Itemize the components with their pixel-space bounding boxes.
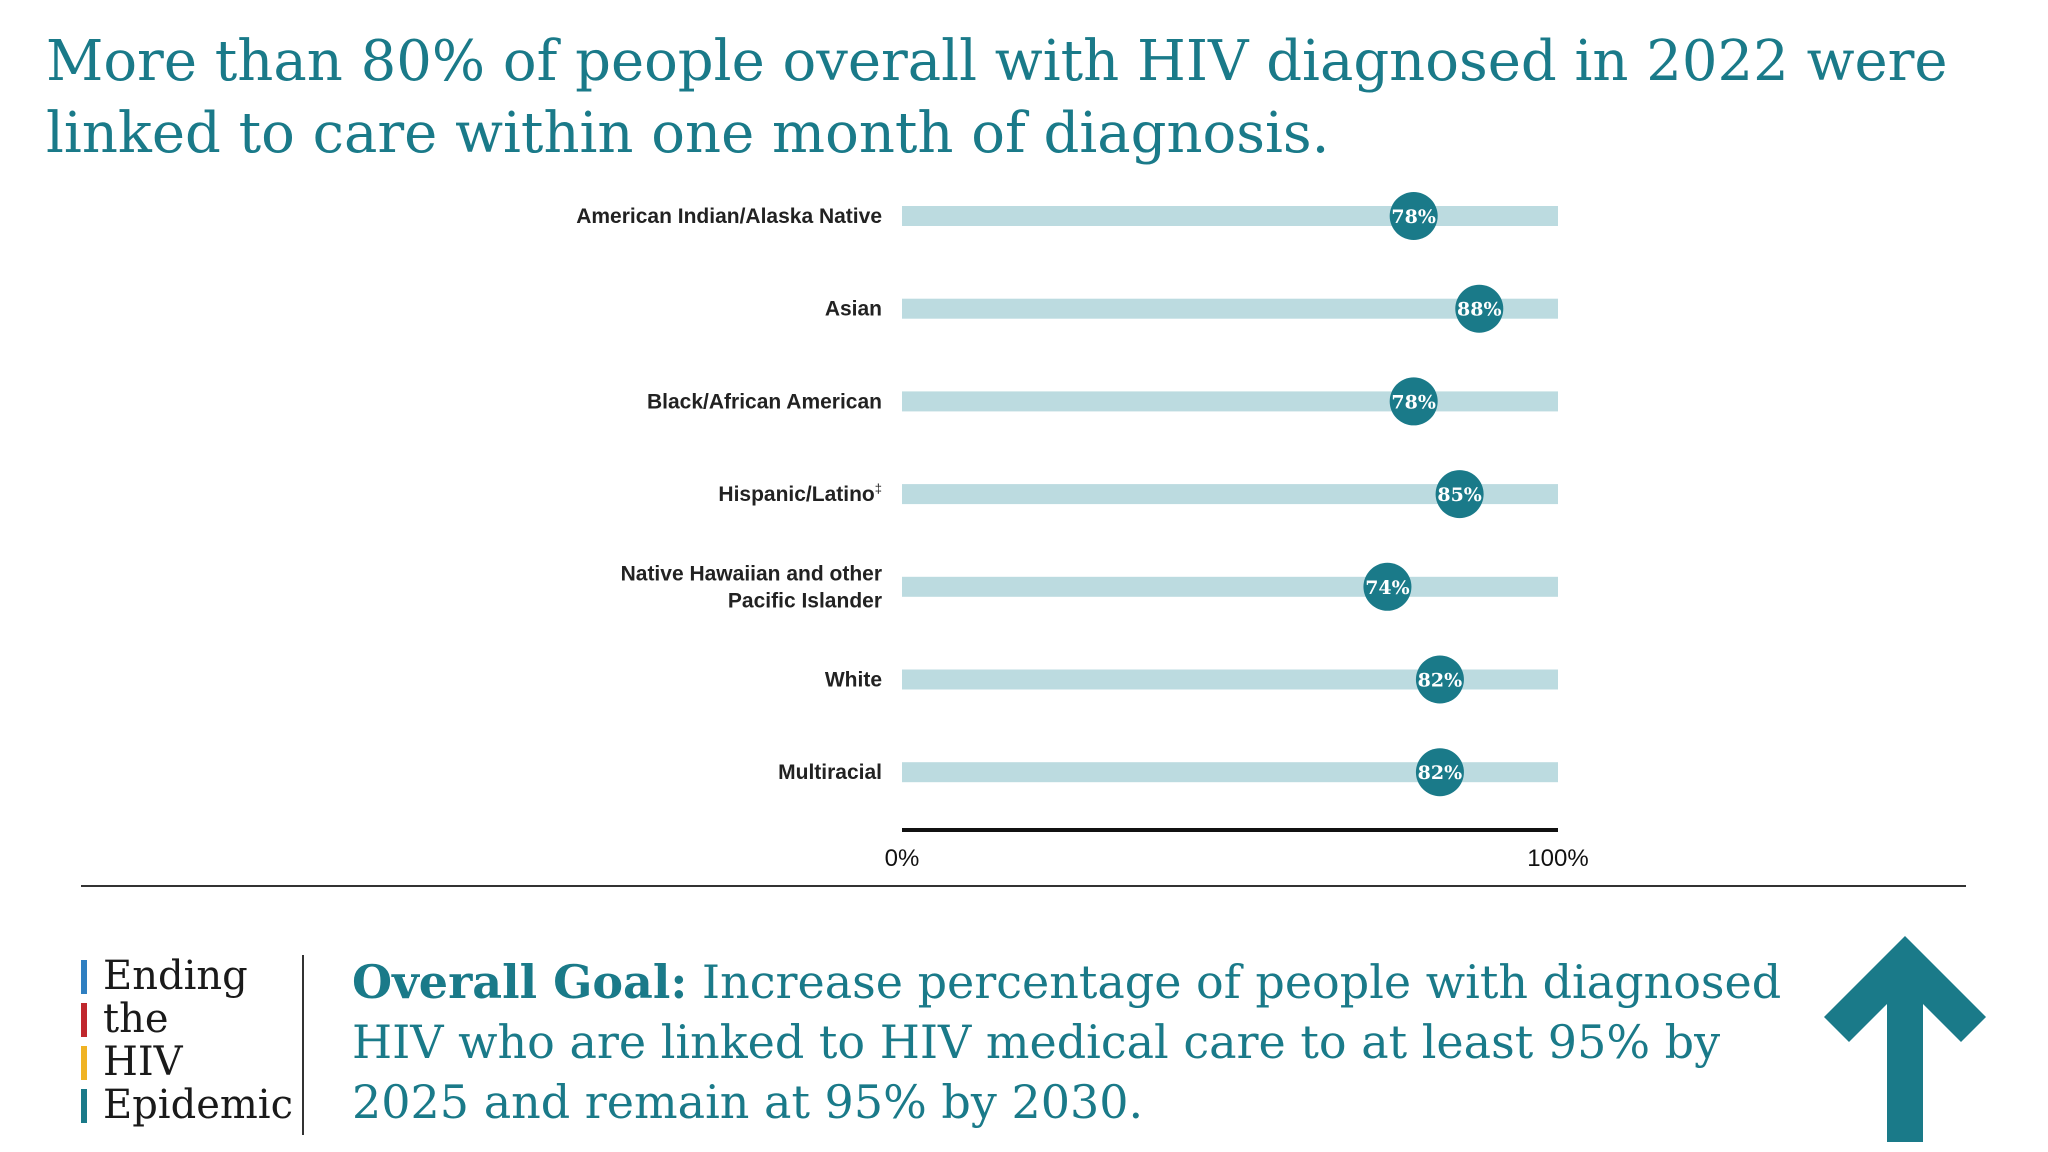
data-label: 82%: [1418, 762, 1463, 784]
bar-track: [902, 391, 1558, 412]
logo-bar-teal: [81, 1088, 87, 1123]
bar-track: [902, 762, 1558, 783]
bar-track: [902, 669, 1558, 690]
data-label: 74%: [1365, 577, 1410, 599]
logo-line: the: [81, 998, 293, 1041]
arrow-up-icon: [1824, 936, 1986, 1142]
data-label: 88%: [1457, 299, 1502, 321]
logo-separator: [302, 955, 304, 1135]
logo-bar-red: [81, 1002, 87, 1037]
data-label: 85%: [1437, 484, 1482, 506]
logo-word: Ending: [103, 953, 248, 999]
category-label: Multiracial: [778, 761, 882, 784]
bar-track: [902, 484, 1558, 505]
data-point: [1415, 748, 1464, 797]
category-label: Native Hawaiian and other: [621, 562, 882, 585]
category-label: White: [825, 669, 882, 692]
data-point: [1389, 192, 1438, 240]
category-label: Hispanic/Latino‡: [718, 481, 882, 506]
dot-chart: American Indian/Alaska Native 78% Asian 88%…: [576, 192, 1589, 870]
category-label: Asian: [825, 298, 882, 321]
divider: [81, 885, 1966, 887]
x-tick-label: 100%: [1527, 845, 1588, 870]
logo-word: the: [103, 996, 169, 1042]
page-title: More than 80% of people overall with HIV…: [46, 29, 1948, 166]
logo-word: HIV: [103, 1039, 183, 1085]
bar-track: [902, 206, 1558, 226]
x-tick-label: 0%: [885, 845, 920, 870]
bar-track: [902, 298, 1558, 319]
category-label: Black/African American: [647, 390, 882, 413]
logo-line: Epidemic: [81, 1084, 293, 1127]
ending-the-hiv-epidemic-logo: Ending the HIV Epidemic: [81, 955, 293, 1127]
logo-line: Ending: [81, 955, 293, 998]
data-point: [1435, 470, 1484, 519]
data-label: 78%: [1391, 206, 1436, 228]
logo-line: HIV: [81, 1041, 293, 1084]
data-label: 78%: [1391, 391, 1436, 413]
data-label: 82%: [1418, 670, 1463, 692]
goal-label: Overall Goal:: [352, 955, 688, 1009]
category-label: American Indian/Alaska Native: [576, 205, 882, 228]
data-point: [1389, 377, 1438, 426]
logo-bar-blue: [81, 959, 87, 994]
logo-bar-yellow: [81, 1045, 87, 1080]
overall-goal: Overall Goal: Increase percentage of peo…: [352, 952, 1792, 1132]
data-point: [1415, 655, 1464, 704]
data-point: [1455, 284, 1504, 333]
category-label: Pacific Islander: [728, 589, 882, 612]
logo-word: Epidemic: [103, 1082, 293, 1128]
goal-text: Increase percentage of people with diagn…: [352, 955, 1782, 1129]
data-point: [1363, 562, 1412, 611]
bar-track: [902, 576, 1558, 597]
